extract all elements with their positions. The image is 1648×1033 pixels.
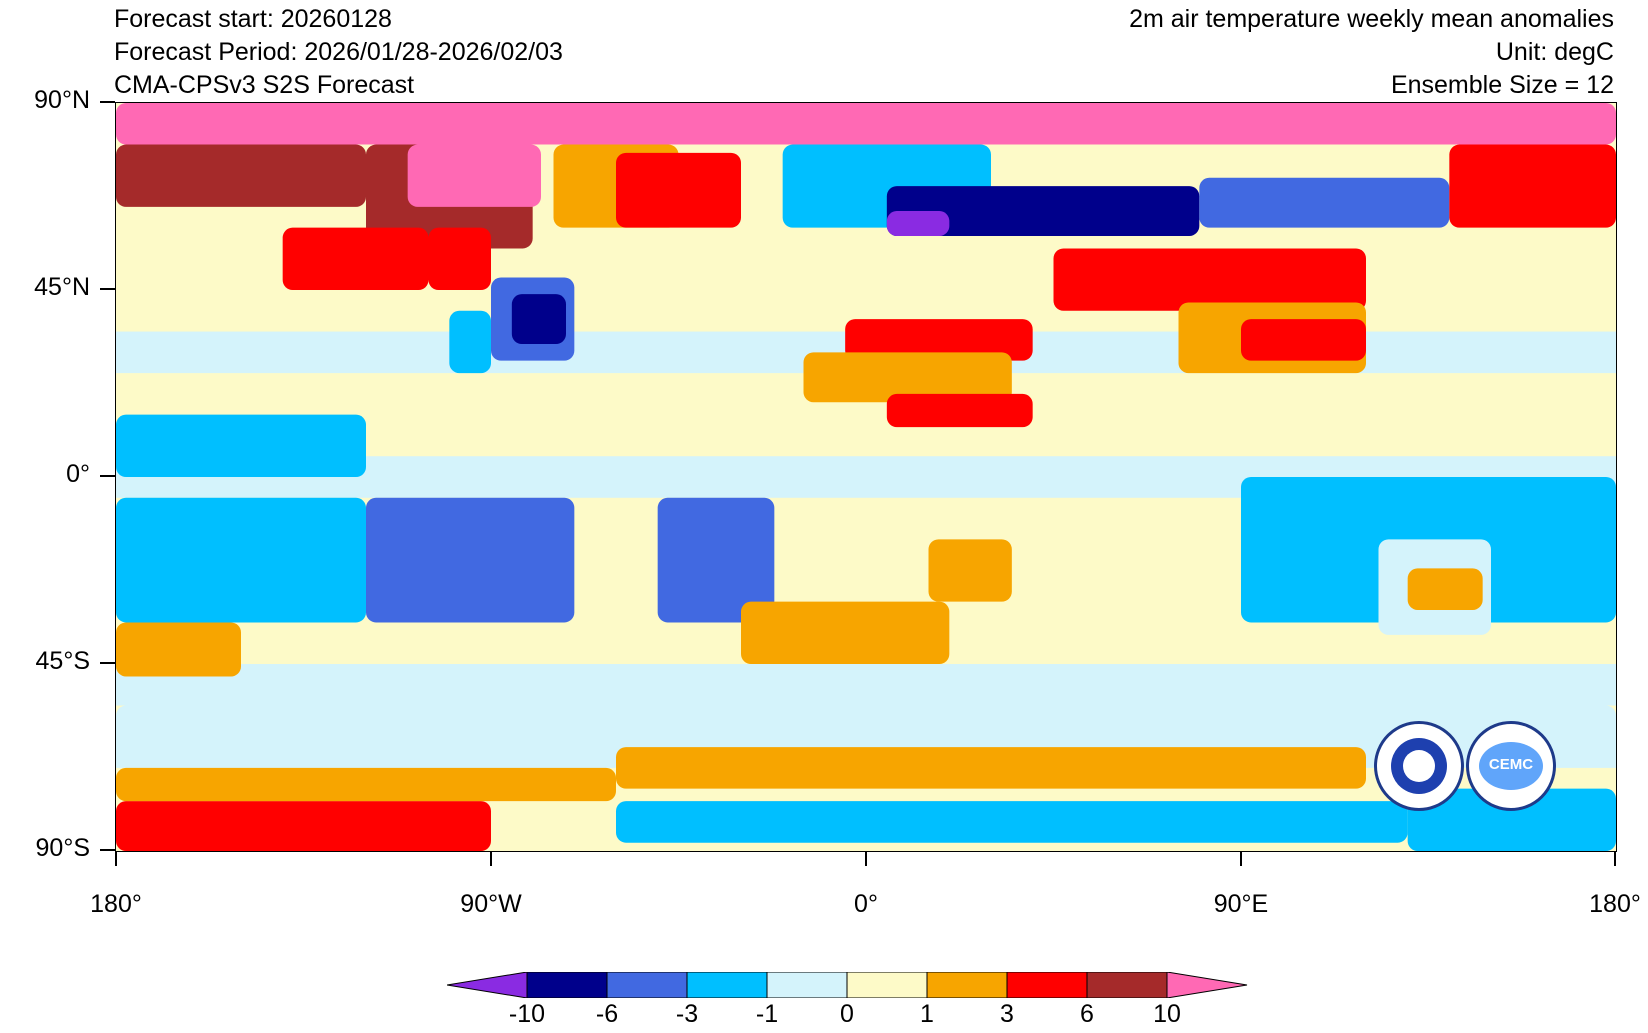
colorbar-max-triangle xyxy=(1166,972,1248,998)
forecast-start-text: Forecast start: 20260128 xyxy=(114,5,392,33)
colorbar-segment xyxy=(606,972,688,998)
lon-tick xyxy=(865,851,867,866)
colorbar-label: -10 xyxy=(508,1000,546,1028)
anomaly-region xyxy=(616,747,1366,789)
anomaly-region xyxy=(616,801,1408,843)
colorbar-label: 6 xyxy=(1080,1000,1094,1028)
cemc-logo: CEMC xyxy=(1466,721,1556,811)
anomaly-region xyxy=(886,211,950,236)
lon-label: 90°W xyxy=(460,890,522,918)
lat-label: 45°S xyxy=(35,647,90,675)
lat-label: 45°N xyxy=(34,273,90,301)
anomaly-region xyxy=(116,414,366,477)
colorbar-segment xyxy=(686,972,768,998)
lon-tick xyxy=(115,851,117,866)
colorbar-segment xyxy=(526,972,608,998)
anomaly-region xyxy=(1241,319,1366,361)
anomaly-region xyxy=(1199,177,1450,228)
lat-tick xyxy=(100,101,115,103)
anomaly-region xyxy=(116,801,491,851)
lat-tick xyxy=(100,288,115,290)
lon-label: 90°E xyxy=(1213,890,1269,918)
anomaly-region xyxy=(616,152,741,228)
anomaly-region xyxy=(116,144,366,207)
colorbar-label: -6 xyxy=(595,1000,619,1028)
anomaly-map xyxy=(116,103,1616,851)
anomaly-region xyxy=(928,539,1012,602)
anomaly-region xyxy=(116,705,1616,748)
colorbar-min-triangle xyxy=(447,972,528,998)
anomaly-band xyxy=(116,664,1616,706)
forecast-period-text: Forecast Period: 2026/01/28-2026/02/03 xyxy=(114,38,563,66)
lon-label: 180° xyxy=(90,890,142,918)
anomaly-region xyxy=(428,227,491,290)
ensemble-size-text: Ensemble Size = 12 xyxy=(1390,71,1614,99)
lat-label: 90°S xyxy=(35,834,90,862)
anomaly-region xyxy=(845,319,1033,361)
lat-tick xyxy=(100,662,115,664)
header-right: 2m air temperature weekly mean anomalies… xyxy=(1129,3,1614,102)
colorbar-label: 10 xyxy=(1153,1000,1181,1028)
anomaly-region xyxy=(116,767,616,802)
anomaly-region xyxy=(741,601,950,664)
lat-tick xyxy=(100,849,115,851)
lon-label: 0° xyxy=(854,890,878,918)
anomaly-region xyxy=(116,103,1616,145)
unit-text: Unit: degC xyxy=(1495,38,1614,66)
cemc-logo-text: CEMC xyxy=(1488,756,1534,773)
lon-tick xyxy=(490,851,492,866)
anomaly-region xyxy=(511,294,566,345)
anomaly-region xyxy=(1407,788,1616,851)
anomaly-region xyxy=(116,622,241,677)
map-panel: CEMC xyxy=(115,102,1617,852)
anomaly-region xyxy=(886,186,1200,236)
colorbar-segment xyxy=(766,972,848,998)
anomaly-region xyxy=(449,310,491,374)
cma-logo xyxy=(1374,721,1464,811)
lon-label: 180° xyxy=(1589,890,1641,918)
anomaly-region xyxy=(803,352,1012,403)
map-title: 2m air temperature weekly mean anomalies xyxy=(1129,5,1614,33)
model-name-text: CMA-CPSv3 S2S Forecast xyxy=(114,71,415,99)
colorbar-segment xyxy=(846,972,928,998)
anomaly-region xyxy=(1116,260,1283,303)
lon-tick xyxy=(1240,851,1242,866)
lat-label: 0° xyxy=(66,460,90,488)
colorbar-label: -1 xyxy=(755,1000,779,1028)
colorbar xyxy=(447,972,1248,998)
colorbar-segment xyxy=(1086,972,1168,998)
anomaly-region xyxy=(1407,568,1483,610)
anomaly-region xyxy=(282,227,429,290)
anomaly-region xyxy=(1449,144,1616,228)
colorbar-segment xyxy=(926,972,1008,998)
header-left: Forecast start: 20260128 Forecast Period… xyxy=(114,3,563,102)
colorbar-segment xyxy=(1006,972,1088,998)
anomaly-region xyxy=(886,393,1033,428)
colorbar-label: 3 xyxy=(1000,1000,1014,1028)
colorbar-label: 1 xyxy=(920,1000,934,1028)
anomaly-region xyxy=(657,497,775,623)
colorbar-label: 0 xyxy=(840,1000,854,1028)
lat-label: 90°N xyxy=(34,86,90,114)
colorbar-label: -3 xyxy=(675,1000,699,1028)
anomaly-region xyxy=(366,497,575,623)
lat-tick xyxy=(100,475,115,477)
lon-tick xyxy=(1614,851,1616,866)
anomaly-region xyxy=(116,497,366,623)
anomaly-region xyxy=(407,144,541,207)
